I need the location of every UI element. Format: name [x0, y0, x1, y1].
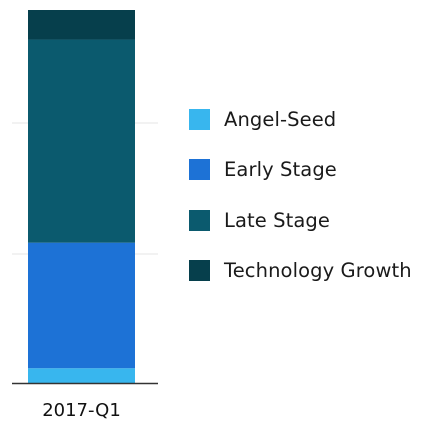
legend-label: Late Stage — [224, 208, 331, 232]
bar-segment-late-stage — [28, 39, 135, 243]
chart-legend: Angel-Seed Early Stage Late Stage Technolog… — [189, 94, 412, 296]
legend-item-late-stage: Late Stage — [189, 195, 412, 246]
legend-label: Technology Growth — [224, 259, 412, 283]
bar-segment-early-stage — [28, 242, 135, 369]
bar-segment-technology-growth — [28, 10, 135, 40]
legend-item-early-stage: Early Stage — [189, 145, 412, 196]
legend-item-angel-seed: Angel-Seed — [189, 94, 412, 145]
x-tick-label: 2017-Q1 — [42, 400, 121, 421]
bar-segment-angel-seed — [28, 368, 135, 383]
legend-label: Angel-Seed — [224, 107, 337, 131]
legend-label: Early Stage — [224, 158, 337, 182]
legend-item-technology-growth: Technology Growth — [189, 246, 412, 297]
legend-swatch — [189, 159, 210, 181]
legend-swatch — [189, 108, 210, 130]
legend-swatch — [189, 260, 210, 282]
legend-swatch — [189, 209, 210, 231]
